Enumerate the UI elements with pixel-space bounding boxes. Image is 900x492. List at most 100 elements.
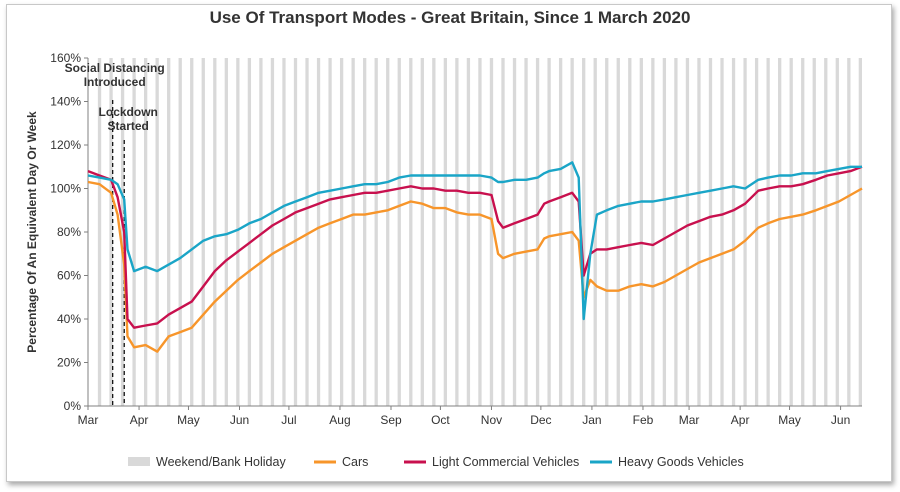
series-line-cars xyxy=(87,180,863,353)
chart-title: Use Of Transport Modes - Great Britain, … xyxy=(209,8,691,27)
weekend-band xyxy=(374,58,378,406)
legend-label-series: Cars xyxy=(342,455,368,469)
x-tick-label: Dec xyxy=(530,413,551,427)
weekend-band xyxy=(743,58,747,406)
legend: Weekend/Bank Holiday Cars Light Commercial… xyxy=(128,455,744,469)
weekend-band xyxy=(443,58,448,406)
legend-label-series: Light Commercial Vehicles xyxy=(432,455,579,469)
weekend-band xyxy=(847,58,851,406)
weekend-band xyxy=(363,58,367,406)
weekend-band xyxy=(432,58,436,406)
weekend-band xyxy=(558,58,563,406)
series-layer xyxy=(87,161,863,353)
x-tick-label: Sep xyxy=(380,413,402,427)
weekend-band xyxy=(478,58,482,406)
weekend-band xyxy=(282,58,286,406)
weekend-band xyxy=(858,58,862,406)
weekend-band xyxy=(593,58,597,406)
x-tick-label: May xyxy=(177,413,200,427)
weekend-band xyxy=(697,58,701,406)
weekend-band xyxy=(605,58,609,406)
weekend-band xyxy=(731,58,736,406)
annotation-label: Social Distancing xyxy=(65,61,165,75)
x-tick-label: Apr xyxy=(731,413,750,427)
weekend-band xyxy=(812,58,816,406)
weekend-band xyxy=(328,58,332,406)
y-tick-label: 60% xyxy=(57,269,81,283)
x-tick-label: Mar xyxy=(78,413,99,427)
weekend-band xyxy=(132,58,136,406)
x-tick-label: Aug xyxy=(329,413,350,427)
y-tick-label: 20% xyxy=(57,356,81,370)
weekend-band xyxy=(628,58,632,406)
weekend-band xyxy=(201,58,205,406)
legend-label-series: Heavy Goods Vehicles xyxy=(618,455,744,469)
x-tick-label: Jun xyxy=(230,413,249,427)
weekend-band xyxy=(708,58,713,406)
weekend-band xyxy=(316,58,321,406)
x-tick-label: Jul xyxy=(281,413,296,427)
weekend-band xyxy=(259,58,263,406)
weekend-band xyxy=(466,58,471,406)
weekend-band xyxy=(582,58,586,406)
weekend-band xyxy=(351,58,355,406)
annotation-label: Started xyxy=(108,119,149,133)
weekend-band xyxy=(339,58,344,406)
weekend-band xyxy=(547,58,551,406)
x-tick-label: May xyxy=(778,413,801,427)
weekend-band xyxy=(501,58,505,406)
weekend-band xyxy=(801,58,805,406)
weekend-band xyxy=(512,58,517,406)
weekend-band xyxy=(766,58,770,406)
y-tick-label: 140% xyxy=(50,95,81,109)
weekend-band xyxy=(213,58,217,406)
weekend-band xyxy=(835,58,839,406)
weekend-band xyxy=(224,58,228,406)
weekend-band xyxy=(455,58,459,406)
weekend-band xyxy=(178,58,182,406)
x-tick-label: Apr xyxy=(130,413,149,427)
y-tick-label: 40% xyxy=(57,312,81,326)
weekend-band xyxy=(386,58,390,406)
weekend-band xyxy=(305,58,309,406)
weekend-band xyxy=(720,58,724,406)
weekend-band xyxy=(167,58,171,406)
x-tick-label: Jan xyxy=(582,413,601,427)
weekend-band xyxy=(397,58,401,406)
weekend-band xyxy=(524,58,528,406)
y-tick-label: 160% xyxy=(50,51,81,65)
x-tick-label: Oct xyxy=(431,413,450,427)
annotation-label: Lockdown xyxy=(99,105,158,119)
series-line-heavy-goods-vehicles xyxy=(87,161,862,321)
weekend-band xyxy=(420,58,424,406)
weekend-band xyxy=(143,58,148,406)
y-axis-title: Percentage Of An Equivalent Day Or Week xyxy=(25,111,39,353)
y-tick-label: 80% xyxy=(57,225,81,239)
weekend-band xyxy=(109,58,113,406)
weekend-band xyxy=(616,58,620,406)
weekend-band xyxy=(120,58,125,406)
y-tick-label: 100% xyxy=(50,182,81,196)
weekend-band xyxy=(409,58,413,406)
weekend-shading-layer xyxy=(97,58,862,406)
legend-label-shading: Weekend/Bank Holiday xyxy=(156,455,286,469)
y-tick-label: 0% xyxy=(64,399,82,413)
weekend-band xyxy=(685,58,690,406)
legend-swatch-shading xyxy=(128,457,150,466)
axis-layer: 0% 20% 40% 60% 80% 100% 120% 140% 160% Mar Apr May J… xyxy=(25,51,862,427)
weekend-band xyxy=(236,58,240,406)
weekend-band xyxy=(247,58,252,406)
weekend-band xyxy=(270,58,275,406)
weekend-band xyxy=(489,58,494,406)
weekend-band xyxy=(535,58,540,406)
weekend-band xyxy=(97,58,102,406)
x-tick-label: Nov xyxy=(481,413,502,427)
weekend-band xyxy=(639,58,643,406)
weekend-band xyxy=(778,58,782,406)
weekend-band xyxy=(190,58,194,406)
weekend-band xyxy=(155,58,159,406)
weekend-band xyxy=(754,58,759,406)
x-tick-label: Jun xyxy=(831,413,850,427)
